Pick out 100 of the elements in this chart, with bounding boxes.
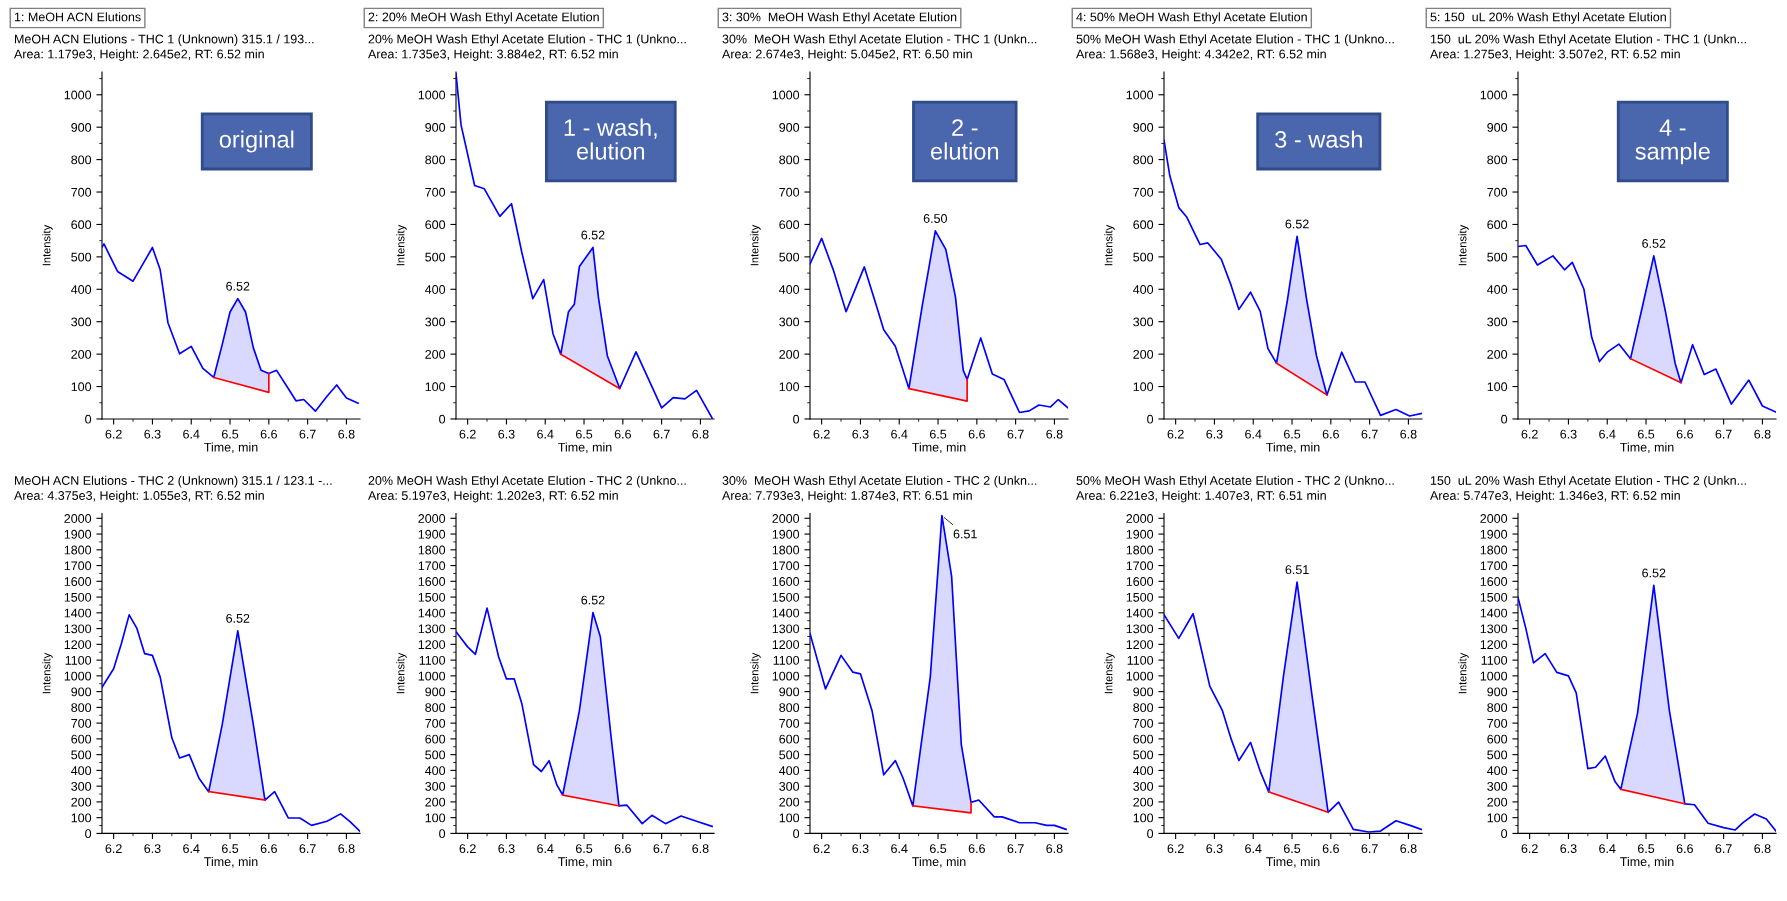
chart-title: 30% MeOH Wash Ethyl Acetate Elution - THC 2 (Unkn... — [722, 475, 1037, 488]
x-tick-label: 6.7 — [1715, 429, 1732, 439]
x-tick-label: 6.7 — [1361, 429, 1378, 439]
y-tick-label: 1900 — [64, 529, 92, 539]
y-tick-label: 0 — [793, 414, 800, 424]
y-tick-label: 1100 — [419, 655, 446, 665]
annotation: 6.51 — [1285, 565, 1309, 575]
y-tick-label: 800 — [1487, 155, 1508, 165]
y-tick-label: 0 — [1501, 414, 1508, 424]
x-tick-label: 6.6 — [968, 844, 985, 854]
y-tick-label: 1500 — [64, 592, 92, 602]
y-tick-label: 300 — [1133, 317, 1154, 327]
y-tick-label: 700 — [425, 187, 446, 197]
x-tick-label: 6.8 — [1754, 844, 1771, 854]
annotation: 6.52 — [1642, 568, 1666, 578]
y-tick-label: 400 — [425, 766, 446, 776]
chart-title: 20% MeOH Wash Ethyl Acetate Elution - THC 1 (Unkno... — [368, 34, 686, 46]
y-tick-label: 200 — [71, 797, 92, 807]
y-tick-label: 1200 — [418, 640, 446, 649]
x-tick-label: 6.4 — [537, 429, 554, 439]
x-tick-label: 6.7 — [1007, 844, 1024, 854]
chart-title: 150 uL 20% Wash Ethyl Acetate Elution - THC 2 (Unkn... — [1430, 475, 1746, 488]
x-tick-label: 6.2 — [1167, 844, 1184, 854]
y-tick-label: 1600 — [418, 577, 446, 586]
line-series — [456, 607, 713, 828]
chart-subtitle: Area: 4.375e3, Height: 1.055e3, RT: 6.52 min — [14, 490, 264, 503]
y-tick-label: 600 — [779, 220, 800, 230]
chart-title: 150 uL 20% Wash Ethyl Acetate Elution - THC 1 (Unkn... — [1430, 34, 1746, 46]
y-tick-label: 1500 — [772, 592, 800, 602]
x-tick-label: 6.3 — [498, 429, 515, 439]
y-tick-label: 800 — [71, 703, 92, 713]
x-tick-label: 6.8 — [1754, 429, 1771, 439]
y-axis-title: Intensity — [1104, 652, 1115, 694]
y-tick-label: 500 — [71, 750, 92, 760]
y-tick-label: 1800 — [64, 545, 92, 555]
y-tick-label: 1900 — [1126, 529, 1154, 539]
y-tick-label: 1300 — [64, 624, 92, 634]
y-tick-label: 1400 — [1126, 608, 1154, 618]
y-tick-label: 900 — [779, 687, 800, 697]
x-axis-title: Time, min — [204, 856, 258, 868]
y-tick-label: 500 — [1133, 750, 1154, 760]
x-tick-label: 6.5 — [575, 429, 593, 439]
y-tick-label: 100 — [779, 382, 800, 392]
y-tick-label: 1000 — [772, 90, 800, 100]
x-tick-label: 6.7 — [299, 844, 316, 854]
y-tick-label: 800 — [425, 703, 446, 713]
x-tick-label: 6.2 — [813, 844, 830, 854]
y-axis-title: Intensity — [1104, 224, 1115, 266]
x-tick-label: 6.2 — [459, 429, 476, 439]
y-tick-label: 100 — [1133, 813, 1154, 823]
chart-subtitle: Area: 2.674e3, Height: 5.045e2, RT: 6.50 min — [722, 49, 972, 61]
annotation: 6.52 — [226, 281, 250, 291]
y-tick-label: 900 — [1487, 687, 1508, 697]
y-tick-label: 1900 — [772, 529, 800, 539]
y-tick-label: 400 — [425, 285, 446, 294]
x-tick-label: 6.7 — [1007, 429, 1024, 439]
y-axis-title: Intensity — [396, 652, 407, 694]
x-tick-label: 6.3 — [498, 844, 515, 854]
x-tick-label: 6.5 — [221, 429, 239, 439]
x-tick-label: 6.3 — [1206, 844, 1223, 854]
chart-subtitle: Area: 7.793e3, Height: 1.874e3, RT: 6.51 min — [722, 490, 972, 503]
y-tick-label: 1700 — [64, 561, 92, 571]
y-tick-label: 1000 — [418, 90, 446, 100]
y-axis-title: Intensity — [396, 224, 407, 266]
y-tick-label: 400 — [779, 766, 800, 776]
y-tick-label: 1800 — [1126, 545, 1154, 555]
chart-title: 20% MeOH Wash Ethyl Acetate Elution - THC 2 (Unkno... — [368, 475, 686, 488]
annotation: 6.51 — [953, 529, 977, 539]
y-tick-label: 200 — [1133, 349, 1154, 359]
annotation: 6.52 — [226, 613, 250, 623]
x-tick-label: 6.7 — [1715, 844, 1732, 854]
y-tick-label: 0 — [85, 414, 92, 424]
annotation: 6.52 — [581, 595, 605, 605]
y-tick-label: 1000 — [1126, 90, 1154, 100]
chart-title: 50% MeOH Wash Ethyl Acetate Elution - THC 1 (Unkno... — [1076, 34, 1394, 46]
x-tick-label: 6.8 — [1046, 429, 1063, 439]
annotation: 6.52 — [581, 230, 605, 240]
y-tick-label: 500 — [779, 252, 800, 262]
annotation: 2 - elution — [931, 119, 999, 160]
y-tick-label: 500 — [1487, 750, 1508, 760]
y-tick-label: 1100 — [65, 655, 92, 665]
chart-subtitle: Area: 1.179e3, Height: 2.645e2, RT: 6.52 min — [14, 49, 264, 61]
x-tick-label: 6.8 — [338, 844, 355, 854]
y-tick-label: 700 — [779, 187, 800, 197]
y-tick-label: 2000 — [1126, 514, 1154, 523]
y-tick-label: 400 — [1133, 766, 1154, 776]
y-tick-label: 400 — [1487, 766, 1508, 776]
y-tick-label: 300 — [71, 781, 92, 791]
y-tick-label: 100 — [425, 813, 446, 823]
x-tick-label: 6.2 — [1167, 429, 1184, 439]
y-tick-label: 1600 — [64, 577, 92, 586]
y-tick-label: 800 — [1133, 703, 1154, 713]
y-tick-label: 1200 — [1480, 640, 1508, 649]
x-tick-label: 6.4 — [891, 844, 908, 854]
x-tick-label: 6.4 — [891, 429, 908, 439]
y-axis-title: Intensity — [1458, 652, 1469, 694]
y-tick-label: 1400 — [418, 608, 446, 618]
x-axis-title: Time, min — [912, 442, 966, 454]
x-tick-label: 6.4 — [183, 844, 200, 854]
y-tick-label: 900 — [779, 122, 800, 132]
